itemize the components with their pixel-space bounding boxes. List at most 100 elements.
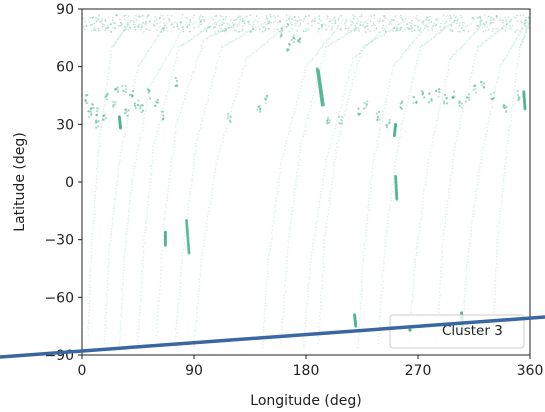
data-point	[137, 328, 140, 331]
data-point	[455, 15, 458, 18]
data-point	[147, 50, 150, 52]
data-point	[362, 45, 365, 48]
data-point	[224, 29, 227, 32]
data-point	[243, 16, 246, 18]
data-point	[222, 29, 225, 32]
data-point	[212, 26, 215, 29]
data-point	[426, 19, 429, 22]
data-point	[398, 58, 401, 61]
data-point	[513, 88, 516, 91]
data-point	[147, 95, 150, 97]
data-point	[241, 71, 243, 74]
data-point	[389, 30, 391, 32]
data-point	[89, 292, 92, 295]
data-point	[195, 145, 198, 148]
data-point	[236, 23, 238, 25]
data-point	[497, 225, 500, 228]
data-point	[190, 78, 193, 81]
data-point	[326, 118, 329, 121]
data-point	[501, 194, 504, 197]
data-point	[101, 22, 104, 25]
data-point	[158, 17, 161, 20]
data-point	[147, 13, 150, 16]
data-point	[450, 21, 453, 24]
data-point	[462, 29, 465, 32]
data-point	[471, 65, 474, 68]
data-point	[142, 22, 145, 25]
data-point	[125, 126, 128, 129]
data-point	[163, 101, 166, 104]
data-point	[319, 318, 321, 320]
data-point	[86, 331, 89, 334]
data-point	[450, 24, 453, 27]
data-point	[146, 200, 149, 203]
data-point	[194, 325, 197, 328]
data-point	[140, 287, 143, 289]
data-point	[510, 116, 512, 119]
data-point	[506, 22, 509, 25]
data-point	[438, 290, 441, 293]
data-point	[226, 117, 229, 120]
data-point	[316, 216, 319, 218]
data-point	[283, 149, 286, 151]
data-point	[286, 22, 289, 25]
data-point	[128, 23, 130, 26]
data-point	[124, 108, 127, 111]
data-point	[193, 27, 196, 29]
data-point	[91, 106, 94, 109]
data-point	[508, 27, 511, 30]
data-point	[505, 149, 508, 152]
data-point	[392, 177, 395, 180]
data-point	[178, 115, 180, 118]
data-point	[453, 20, 456, 23]
data-point	[507, 50, 510, 53]
data-point	[378, 315, 381, 318]
data-point	[377, 342, 380, 345]
data-point	[320, 304, 323, 307]
data-point	[214, 15, 217, 18]
data-point	[491, 21, 493, 24]
data-point	[144, 222, 147, 225]
data-point	[105, 98, 109, 101]
data-point	[483, 143, 486, 145]
data-point	[248, 20, 251, 23]
data-point	[168, 19, 171, 22]
data-point	[283, 284, 286, 286]
data-point	[106, 78, 109, 81]
data-point	[413, 269, 416, 272]
data-point	[194, 331, 197, 333]
data-point	[279, 167, 281, 170]
data-point	[473, 59, 476, 61]
data-point	[304, 15, 307, 18]
data-point	[150, 172, 153, 174]
data-point	[103, 339, 106, 341]
data-point	[146, 16, 149, 19]
data-point	[208, 25, 211, 28]
data-point	[119, 34, 121, 37]
data-point	[110, 233, 112, 236]
data-point	[365, 43, 367, 46]
data-point	[291, 23, 294, 26]
data-point	[198, 32, 201, 35]
data-point	[398, 29, 401, 32]
data-point	[153, 78, 155, 80]
data-point	[176, 49, 179, 52]
data-point	[305, 30, 308, 33]
data-point	[147, 194, 150, 197]
data-point	[123, 18, 126, 21]
data-point	[258, 28, 261, 31]
data-point	[276, 193, 279, 196]
data-point	[432, 36, 435, 39]
data-point	[359, 55, 361, 58]
data-point	[483, 23, 486, 25]
data-point	[466, 25, 468, 28]
data-point	[241, 17, 244, 20]
data-point	[500, 203, 503, 206]
data-point	[232, 102, 234, 105]
data-point	[490, 93, 493, 96]
data-point	[168, 52, 171, 55]
data-point	[345, 107, 348, 110]
data-point	[193, 152, 196, 155]
data-point	[273, 212, 275, 215]
data-point	[98, 149, 100, 152]
